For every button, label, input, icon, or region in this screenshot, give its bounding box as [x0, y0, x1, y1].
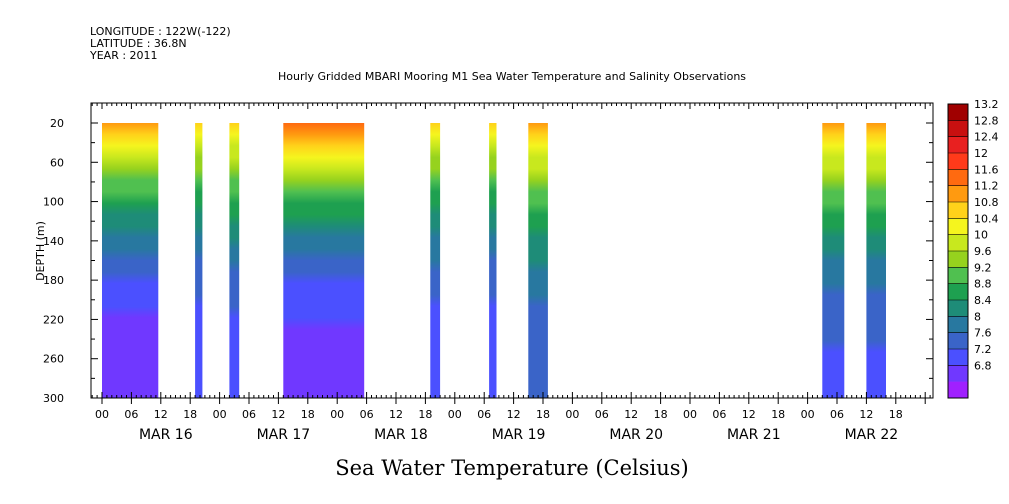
x-tick-label: 06: [712, 408, 726, 421]
x-day-label: MAR 17: [257, 427, 311, 443]
x-tick-label: 12: [507, 408, 521, 421]
colorbar-swatch: [948, 153, 968, 170]
colorbar-label: 9.2: [974, 261, 992, 274]
x-tick-label: 06: [242, 408, 256, 421]
plot-frame: [90, 102, 934, 399]
x-tick-label: 18: [654, 408, 668, 421]
colorbar-label: 13.2: [974, 98, 999, 111]
x-tick-label: 00: [683, 408, 697, 421]
x-tick-label: 12: [624, 408, 638, 421]
plot-data-area: [102, 123, 886, 398]
x-tick-label: 18: [889, 408, 903, 421]
colorbar-swatch: [948, 104, 968, 121]
colorbar-label: 12.4: [974, 131, 999, 144]
colorbar-swatch: [948, 218, 968, 235]
x-tick-label: 00: [565, 408, 579, 421]
colorbar-label: 12.8: [974, 114, 999, 127]
x-day-label: MAR 19: [492, 427, 546, 443]
colorbar-swatch: [948, 234, 968, 252]
colorbar-label: 7.6: [974, 327, 992, 340]
x-tick-label: 18: [536, 408, 550, 421]
x-tick-label: 18: [183, 408, 197, 421]
colorbar-swatch: [948, 202, 968, 219]
colorbar-label: 12: [974, 147, 988, 160]
x-tick-label: 06: [477, 408, 491, 421]
colorbar-label: 8: [974, 310, 981, 323]
y-tick-label: 100: [43, 196, 64, 209]
temperature-segment: [195, 123, 203, 398]
colorbar-label: 11.2: [974, 180, 999, 193]
colorbar-label: 10.8: [974, 196, 999, 209]
axes: 20 60 100 140 180 220 260 300 00 06 12 18 00 06 12 18 00…: [43, 103, 933, 443]
colorbar-swatch: [948, 251, 968, 268]
longitude-label: LONGITUDE : 122W(-122): [90, 25, 231, 38]
colorbar-swatch: [948, 283, 968, 301]
colorbar-swatch: [948, 381, 968, 399]
x-tick-label: 18: [418, 408, 432, 421]
x-tick-label: 00: [330, 408, 344, 421]
x-day-label: MAR 22: [845, 427, 899, 443]
colorbar-swatch: [948, 365, 968, 382]
x-tick-label: 18: [771, 408, 785, 421]
latitude-label: LATITUDE : 36.8N: [90, 37, 187, 50]
colorbar-swatch: [948, 267, 968, 284]
x-day-label: MAR 18: [374, 427, 428, 443]
y-tick-label: 180: [43, 274, 64, 287]
colorbar-label: 8.4: [974, 294, 992, 307]
colorbar-swatch: [948, 316, 968, 333]
colorbar-swatch: [948, 332, 968, 350]
temperature-segment: [489, 123, 497, 398]
colorbar-label: 8.8: [974, 278, 992, 291]
colorbar-label: 7.2: [974, 343, 992, 356]
colorbar-label: 9.6: [974, 245, 992, 258]
x-tick-label: 12: [742, 408, 756, 421]
x-tick-label: 00: [801, 408, 815, 421]
x-tick-label: 06: [830, 408, 844, 421]
y-tick-label: 260: [43, 353, 64, 366]
x-day-label: MAR 21: [727, 427, 781, 443]
year-label: YEAR : 2011: [89, 49, 158, 62]
colorbar-label: 11.6: [974, 163, 999, 176]
y-tick-label: 140: [43, 235, 64, 248]
y-tick-label: 220: [43, 313, 64, 326]
colorbar-label: 10.4: [974, 212, 999, 225]
temperature-segment: [102, 123, 159, 398]
colorbar-swatch: [948, 169, 968, 186]
temperature-segment: [229, 123, 240, 398]
y-axis-title: DEPTH (m): [34, 221, 47, 281]
x-tick-label: 12: [859, 408, 873, 421]
x-tick-label: 12: [389, 408, 403, 421]
x-tick-label: 00: [95, 408, 109, 421]
colorbar-swatch: [948, 349, 968, 366]
temperature-segment: [866, 123, 886, 398]
x-day-label: MAR 16: [139, 427, 193, 443]
x-tick-label: 12: [271, 408, 285, 421]
y-tick-label: 20: [50, 117, 64, 130]
y-tick-label: 300: [43, 392, 64, 405]
colorbar-swatch: [948, 185, 968, 203]
colorbar-swatch: [948, 136, 968, 154]
colorbar-swatch: [948, 300, 968, 317]
x-tick-label: 00: [448, 408, 462, 421]
x-tick-label: 06: [124, 408, 138, 421]
x-tick-label: 18: [301, 408, 315, 421]
variable-label: Sea Water Temperature (Celsius): [335, 456, 689, 480]
colorbar-label: 6.8: [974, 359, 992, 372]
temperature-segment: [283, 123, 365, 398]
x-tick-label: 06: [360, 408, 374, 421]
colorbar: 13.2 12.8 12.4 12 11.6 11.2 10.8 10.4 10 9.6 9.2 8.…: [947, 98, 999, 399]
x-tick-label: 12: [154, 408, 168, 421]
colorbar-label: 10: [974, 229, 988, 242]
temperature-segment: [430, 123, 441, 398]
chart-title: Hourly Gridded MBARI Mooring M1 Sea Wate…: [278, 70, 746, 83]
x-day-label: MAR 20: [609, 427, 663, 443]
colorbar-swatch: [948, 120, 968, 137]
temperature-segment: [528, 123, 548, 398]
x-tick-label: 06: [595, 408, 609, 421]
x-tick-label: 00: [213, 408, 227, 421]
temperature-segment: [822, 123, 845, 398]
y-tick-label: 60: [50, 156, 64, 169]
